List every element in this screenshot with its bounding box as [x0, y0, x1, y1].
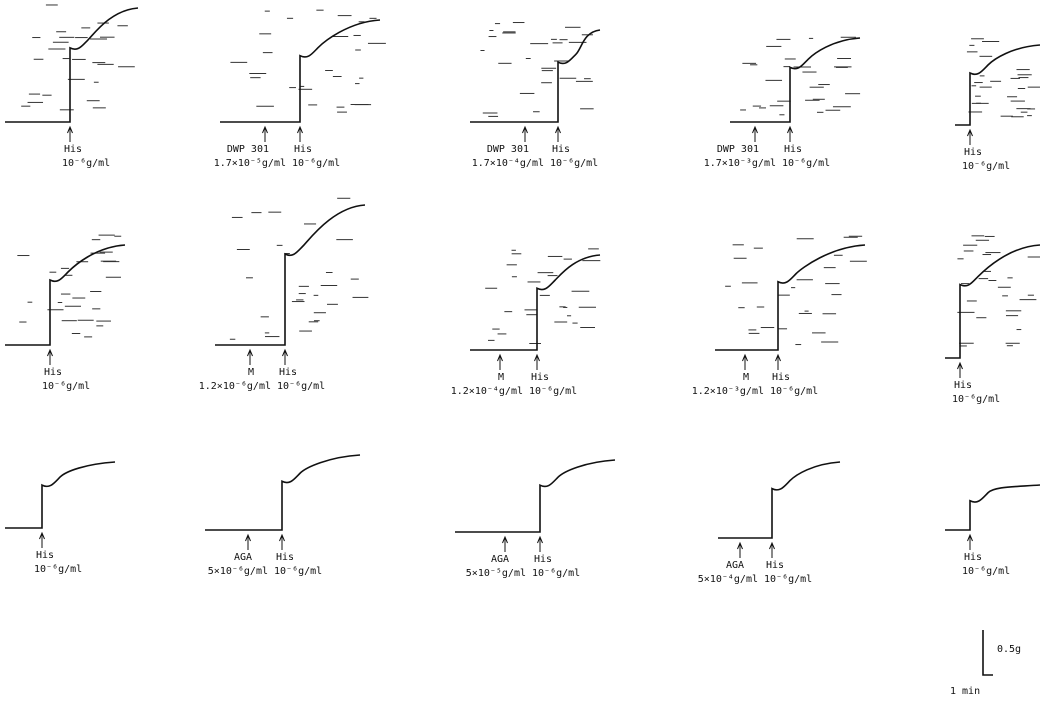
agonist-label: His — [36, 550, 54, 561]
drug-label: DWP 301 — [227, 144, 269, 155]
drug-label: AGA — [234, 552, 252, 563]
agonist-dose: 10⁻⁶g/ml — [952, 394, 1000, 405]
panel: His 10⁻⁶g/ml — [945, 236, 1040, 405]
panel: His 10⁻⁶g/ml — [955, 39, 1040, 172]
agonist-dose: 10⁻⁶g/ml — [277, 381, 325, 392]
agonist-dose: 10⁻⁶g/ml — [274, 566, 322, 577]
agonist-label: His — [964, 552, 982, 563]
agonist-label: His — [44, 367, 62, 378]
agonist-label: His — [766, 560, 784, 571]
drug-label: DWP 301 — [717, 144, 759, 155]
agonist-label: His — [531, 372, 549, 383]
panel: His 10⁻⁶g/ml AGA 5×10⁻⁵g/ml — [455, 460, 615, 579]
drug-label: DWP 301 — [487, 144, 529, 155]
agonist-dose: 10⁻⁶g/ml — [292, 158, 340, 169]
figure: 0.5g 1 min His 10⁻⁶g/ml His 10⁻⁶g/ml DWP 301… — [0, 0, 1040, 706]
trace — [718, 462, 840, 538]
agonist-label: His — [954, 380, 972, 391]
drug-label: AGA — [491, 554, 509, 565]
panel: His 10⁻⁶g/ml AGA 5×10⁻⁴g/ml — [698, 462, 840, 585]
agonist-label: His — [276, 552, 294, 563]
trace — [215, 205, 365, 345]
agonist-dose: 10⁻⁶g/ml — [42, 381, 90, 392]
trace — [945, 245, 1040, 358]
drug-dose: 1.7×10⁻⁵g/ml — [214, 158, 286, 169]
scale-bar-line — [983, 630, 993, 675]
panel: His 10⁻⁶g/ml DWP 301 1.7×10⁻³g/ml — [704, 37, 860, 169]
panel: His 10⁻⁶g/ml AGA 5×10⁻⁶g/ml — [205, 455, 360, 577]
panel: His 10⁻⁶g/ml DWP 301 1.7×10⁻⁵g/ml — [214, 10, 386, 169]
agonist-label: His — [784, 144, 802, 155]
trace — [730, 38, 860, 122]
trace — [205, 455, 360, 530]
agonist-dose: 10⁻⁶g/ml — [962, 566, 1010, 577]
agonist-dose: 10⁻⁶g/ml — [764, 574, 812, 585]
panel: His 10⁻⁶g/ml M 1.2×10⁻⁶g/ml — [199, 198, 369, 392]
drug-dose: 1.2×10⁻⁴g/ml — [451, 386, 523, 397]
agonist-dose: 10⁻⁶g/ml — [782, 158, 830, 169]
drug-dose: 1.7×10⁻³g/ml — [704, 158, 776, 169]
panel: His 10⁻⁶g/ml M 1.2×10⁻³g/ml — [692, 236, 867, 397]
drug-dose: 1.2×10⁻⁶g/ml — [199, 381, 271, 392]
trace — [945, 485, 1040, 530]
trace — [470, 255, 600, 350]
agonist-dose: 10⁻⁶g/ml — [34, 564, 82, 575]
drug-label: AGA — [726, 560, 744, 571]
trace — [5, 245, 125, 345]
trace — [455, 460, 615, 532]
drug-dose: 5×10⁻⁶g/ml — [208, 566, 268, 577]
scale-bar: 0.5g 1 min — [950, 630, 1021, 697]
drug-label: M — [248, 367, 254, 378]
agonist-label: His — [64, 144, 82, 155]
agonist-dose: 10⁻⁶g/ml — [770, 386, 818, 397]
panel: His 10⁻⁶g/ml — [945, 485, 1040, 577]
drug-label: M — [498, 372, 504, 383]
panel: His 10⁻⁶g/ml — [5, 462, 115, 575]
trace — [5, 8, 138, 122]
agonist-label: His — [279, 367, 297, 378]
drug-dose: 1.2×10⁻³g/ml — [692, 386, 764, 397]
panel: His 10⁻⁶g/ml M 1.2×10⁻⁴g/ml — [451, 249, 601, 397]
trace — [5, 462, 115, 528]
drug-label: M — [743, 372, 749, 383]
agonist-dose: 10⁻⁶g/ml — [62, 158, 110, 169]
panel: His 10⁻⁶g/ml — [5, 0, 138, 169]
panel: His 10⁻⁶g/ml DWP 301 1.7×10⁻⁴g/ml — [470, 23, 600, 169]
agonist-dose: 10⁻⁶g/ml — [550, 158, 598, 169]
drug-dose: 5×10⁻⁴g/ml — [698, 574, 758, 585]
agonist-dose: 10⁻⁶g/ml — [529, 386, 577, 397]
trace — [715, 245, 865, 350]
panel: His 10⁻⁶g/ml — [5, 235, 125, 392]
agonist-label: His — [534, 554, 552, 565]
agonist-dose: 10⁻⁶g/ml — [962, 161, 1010, 172]
agonist-label: His — [964, 147, 982, 158]
scale-force: 0.5g — [997, 644, 1021, 655]
agonist-dose: 10⁻⁶g/ml — [532, 568, 580, 579]
trace — [955, 45, 1040, 125]
agonist-label: His — [772, 372, 790, 383]
drug-dose: 5×10⁻⁵g/ml — [466, 568, 526, 579]
agonist-label: His — [552, 144, 570, 155]
agonist-label: His — [294, 144, 312, 155]
drug-dose: 1.7×10⁻⁴g/ml — [472, 158, 544, 169]
scale-time: 1 min — [950, 686, 980, 697]
